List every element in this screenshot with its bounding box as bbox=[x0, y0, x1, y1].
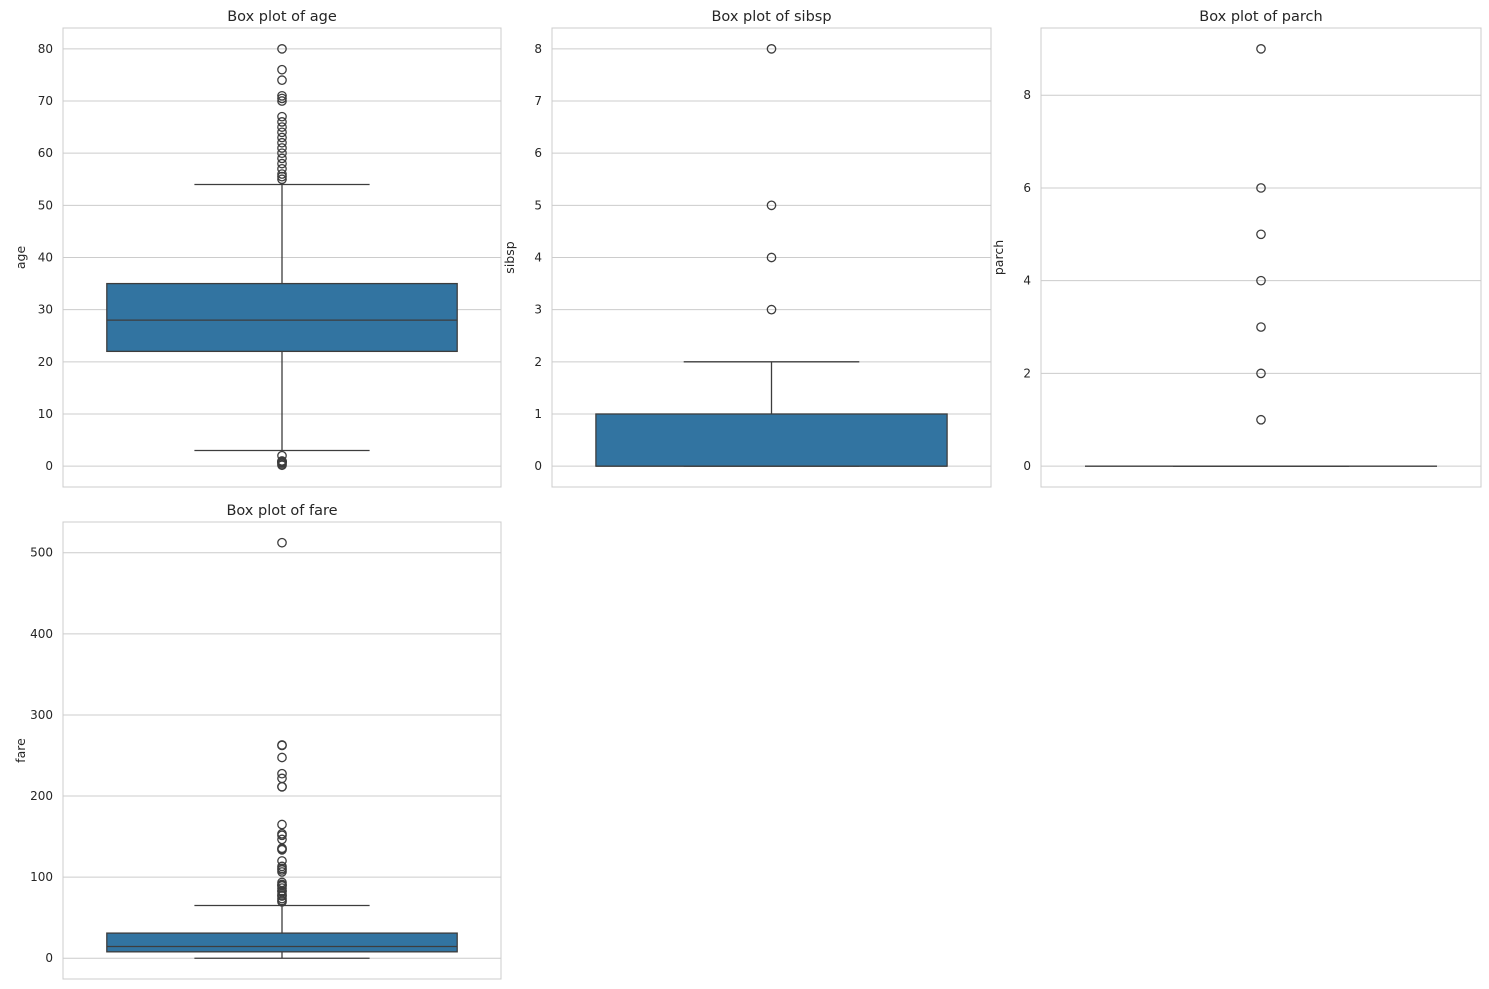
outlier-point bbox=[277, 828, 287, 839]
y-tick-label: 5 bbox=[534, 198, 542, 212]
y-tick-label: 3 bbox=[534, 303, 542, 317]
outlier-point bbox=[277, 44, 287, 54]
chart-title: Box plot of sibsp bbox=[711, 9, 831, 25]
y-tick-label: 4 bbox=[1023, 274, 1031, 288]
chart-title: Box plot of fare bbox=[226, 503, 337, 519]
y-tick-label: 20 bbox=[38, 355, 53, 369]
outlier-point bbox=[277, 96, 287, 106]
outlier-point bbox=[277, 781, 287, 792]
outlier-point bbox=[277, 137, 287, 148]
y-tick-label: 0 bbox=[1023, 459, 1031, 473]
outlier-point bbox=[1256, 414, 1266, 425]
y-tick-label: 40 bbox=[38, 251, 53, 265]
axes-frame bbox=[62, 521, 502, 980]
outlier-point bbox=[277, 143, 287, 153]
outlier-point bbox=[277, 861, 287, 872]
chart-title: Box plot of age bbox=[227, 9, 337, 25]
outlier-point bbox=[277, 153, 287, 164]
y-tick-label: 400 bbox=[30, 627, 53, 641]
outlier-point bbox=[277, 111, 287, 122]
box-iqr bbox=[595, 413, 948, 467]
outlier-point bbox=[277, 174, 287, 185]
box-iqr bbox=[106, 932, 458, 953]
outlier-point bbox=[277, 877, 287, 888]
y-tick-label: 8 bbox=[534, 42, 542, 56]
outlier-point bbox=[277, 169, 287, 179]
y-tick-label: 300 bbox=[30, 708, 53, 722]
y-tick-label: 60 bbox=[38, 146, 53, 160]
outlier-point bbox=[277, 117, 287, 127]
y-tick-label: 200 bbox=[30, 789, 53, 803]
outlier-point bbox=[766, 44, 777, 54]
outlier-point bbox=[1256, 322, 1266, 332]
y-tick-label: 10 bbox=[38, 407, 53, 421]
outlier-point bbox=[1256, 44, 1266, 54]
axes-frame bbox=[1040, 27, 1482, 488]
y-tick-label: 50 bbox=[38, 198, 53, 212]
y-tick-label: 0 bbox=[534, 459, 542, 473]
y-tick-label: 2 bbox=[534, 355, 542, 369]
outlier-point bbox=[277, 456, 287, 466]
y-axis-label: sibsp bbox=[502, 241, 517, 273]
y-tick-label: 6 bbox=[1023, 181, 1031, 195]
y-tick-label: 7 bbox=[534, 94, 542, 108]
y-tick-label: 0 bbox=[45, 459, 53, 473]
y-tick-label: 8 bbox=[1023, 88, 1031, 102]
outlier-point bbox=[1256, 183, 1266, 193]
outlier-point bbox=[277, 158, 287, 169]
y-tick-label: 80 bbox=[38, 42, 53, 56]
outlier-point bbox=[277, 819, 287, 830]
y-tick-label: 0 bbox=[45, 951, 53, 965]
outlier-point bbox=[766, 252, 777, 263]
outlier-point bbox=[277, 64, 287, 75]
outlier-point bbox=[277, 93, 287, 104]
outlier-point bbox=[277, 740, 287, 750]
y-tick-label: 1 bbox=[534, 407, 542, 421]
outlier-point bbox=[277, 537, 287, 548]
outlier-point bbox=[277, 752, 287, 763]
outlier-point bbox=[277, 122, 287, 132]
axes-frame bbox=[551, 27, 992, 488]
y-tick-label: 2 bbox=[1023, 366, 1031, 380]
outlier-point bbox=[766, 304, 777, 315]
outlier-point bbox=[277, 834, 287, 845]
y-tick-label: 500 bbox=[30, 546, 53, 560]
chart-title: Box plot of parch bbox=[1199, 9, 1322, 25]
outlier-point bbox=[277, 148, 287, 159]
outlier-point bbox=[766, 200, 777, 211]
y-tick-label: 70 bbox=[38, 94, 53, 108]
outlier-point bbox=[1256, 275, 1266, 286]
y-tick-label: 100 bbox=[30, 870, 53, 884]
outlier-point bbox=[277, 773, 287, 784]
outlier-point bbox=[277, 450, 287, 461]
outlier-point bbox=[277, 132, 287, 143]
y-tick-label: 6 bbox=[534, 146, 542, 160]
outlier-point bbox=[277, 163, 287, 174]
y-axis-label: age bbox=[13, 246, 28, 270]
outlier-point bbox=[277, 75, 287, 86]
y-axis-label: fare bbox=[13, 738, 28, 763]
outlier-point bbox=[277, 90, 287, 101]
outlier-point bbox=[1256, 368, 1266, 379]
outlier-point bbox=[277, 768, 287, 779]
y-tick-label: 30 bbox=[38, 303, 53, 317]
outlier-point bbox=[1256, 229, 1266, 240]
outlier-point bbox=[277, 856, 287, 866]
axes-frame bbox=[62, 27, 502, 488]
y-tick-label: 4 bbox=[534, 251, 542, 265]
outlier-point bbox=[277, 127, 287, 138]
box-iqr bbox=[106, 282, 458, 353]
y-axis-label: parch bbox=[991, 240, 1006, 275]
